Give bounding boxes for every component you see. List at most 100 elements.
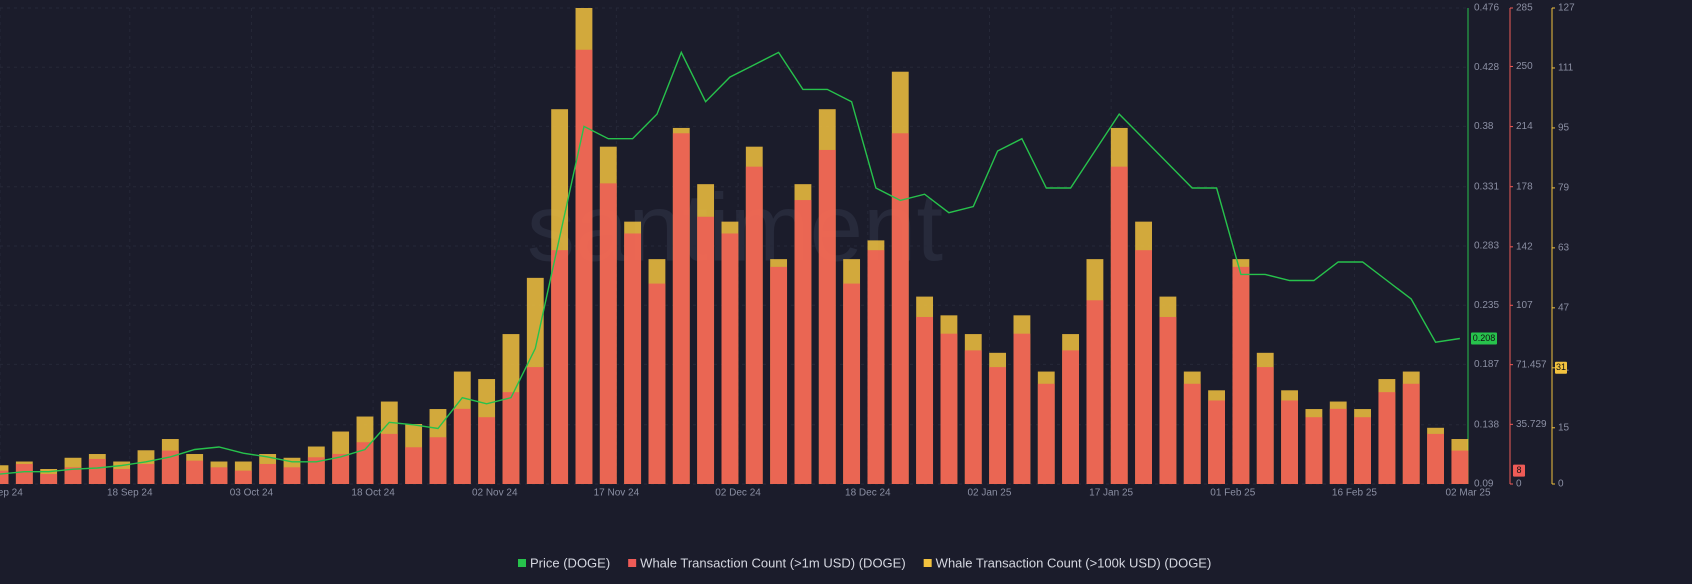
x-tick-label: 02 Nov 24 <box>472 488 518 499</box>
bar <box>332 453 350 484</box>
x-tick-label: 02 Dec 24 <box>715 488 761 499</box>
x-tick-label: 18 Oct 24 <box>351 488 395 499</box>
bar <box>137 463 155 484</box>
x-tick-label: 16 Feb 25 <box>1332 488 1377 499</box>
bar <box>502 392 520 484</box>
bar <box>721 233 739 484</box>
bar <box>599 183 617 485</box>
bar <box>672 133 690 484</box>
bar <box>745 166 763 484</box>
y-tick-label: 285 <box>1516 3 1533 14</box>
bar <box>1135 250 1153 484</box>
y-tick-label: 0.235 <box>1474 300 1499 311</box>
bar <box>697 216 715 485</box>
y-tick-label: 0.476 <box>1474 3 1499 14</box>
legend-swatch <box>923 559 932 567</box>
bar <box>259 463 277 484</box>
value-tag <box>1471 332 1497 345</box>
y-tick-label: 250 <box>1516 61 1533 72</box>
x-tick-label: 17 Nov 24 <box>594 488 640 499</box>
y-tick-label: 107 <box>1516 300 1533 311</box>
bar <box>1037 383 1055 484</box>
bar <box>1062 350 1080 484</box>
bar <box>234 470 252 484</box>
bar <box>648 283 666 484</box>
y-tick-label: 142 <box>1516 241 1533 252</box>
bar <box>575 49 593 484</box>
y-tick-label: 0.38 <box>1474 121 1494 132</box>
value-tag-label: 31 <box>1556 362 1566 372</box>
bar <box>64 467 82 484</box>
legend: Price (DOGE) Whale Transaction Count (>1m… <box>518 555 1211 570</box>
y-tick-label: 0.09 <box>1474 479 1494 490</box>
bar <box>1427 433 1444 484</box>
legend-swatch <box>518 559 526 567</box>
y-tick-label: 111 <box>1558 63 1574 74</box>
bar <box>989 367 1007 484</box>
y-tick-label: 63 <box>1558 243 1570 254</box>
bar <box>429 437 447 484</box>
bar <box>283 467 301 484</box>
bar <box>356 442 374 484</box>
y-tick-label: 35.729 <box>1516 419 1547 430</box>
bar <box>770 266 788 484</box>
y-tick-label: 127 <box>1558 3 1575 14</box>
y-tick-label: 71.457 <box>1516 359 1547 370</box>
bar <box>551 250 569 484</box>
x-tick-label: 03 Oct 24 <box>230 488 274 499</box>
bar <box>405 447 423 484</box>
y-tick-label: 178 <box>1516 181 1533 192</box>
bar <box>526 367 544 484</box>
bar <box>113 468 131 484</box>
y-tick-label: 47 <box>1558 302 1570 313</box>
bar <box>478 417 496 484</box>
value-tag <box>1555 361 1567 374</box>
bar <box>1256 367 1274 484</box>
bar <box>1013 333 1031 484</box>
y-tick-label: 15 <box>1558 422 1570 433</box>
price-line <box>0 50 1461 475</box>
legend-label: Whale Transaction Count (>1m USD) (DOGE) <box>640 555 906 570</box>
bar <box>1208 400 1225 484</box>
bar <box>964 350 982 484</box>
bar <box>1281 400 1298 484</box>
bar <box>1378 392 1396 484</box>
y-tick-label: 0 <box>1516 479 1522 490</box>
legend-swatch <box>628 559 637 567</box>
value-tag-label: 0.208 <box>1473 333 1496 343</box>
y-tick-label: 0.428 <box>1474 62 1499 73</box>
x-tick-label: 18 Sep 24 <box>107 488 153 499</box>
x-tick-label: 02 Sep 24 <box>0 488 23 499</box>
bar <box>818 149 836 484</box>
bar <box>1329 408 1347 484</box>
bar <box>40 473 58 484</box>
bar <box>624 233 642 484</box>
x-tick-label: 18 Dec 24 <box>845 488 891 499</box>
bar <box>843 283 861 484</box>
bar <box>1110 166 1128 484</box>
legend-label: Price (DOGE) <box>530 555 610 570</box>
bar <box>1086 300 1104 484</box>
bar <box>1451 450 1469 484</box>
y-tick-label: 0.283 <box>1474 241 1499 252</box>
y-tick-label: 95 <box>1558 123 1570 134</box>
y-tick-label: 79 <box>1558 183 1570 194</box>
bar <box>1183 383 1201 484</box>
y-tick-label: 214 <box>1516 121 1533 132</box>
y-tick-label: 0.331 <box>1474 181 1499 192</box>
bar <box>88 458 106 484</box>
bar <box>1305 417 1323 484</box>
bar <box>210 467 228 484</box>
y-tick-label: 0.187 <box>1474 359 1499 370</box>
y-tick-label: 0.138 <box>1474 419 1499 430</box>
bar <box>380 433 398 484</box>
value-tag <box>1513 464 1525 477</box>
bar <box>453 408 471 484</box>
bar <box>1402 383 1420 484</box>
bar <box>1159 316 1177 484</box>
legend-label: Whale Transaction Count (>100k USD) (DOG… <box>936 555 1212 570</box>
bar <box>891 133 909 484</box>
x-tick-label: 02 Jan 25 <box>968 488 1012 499</box>
bar <box>161 450 179 484</box>
